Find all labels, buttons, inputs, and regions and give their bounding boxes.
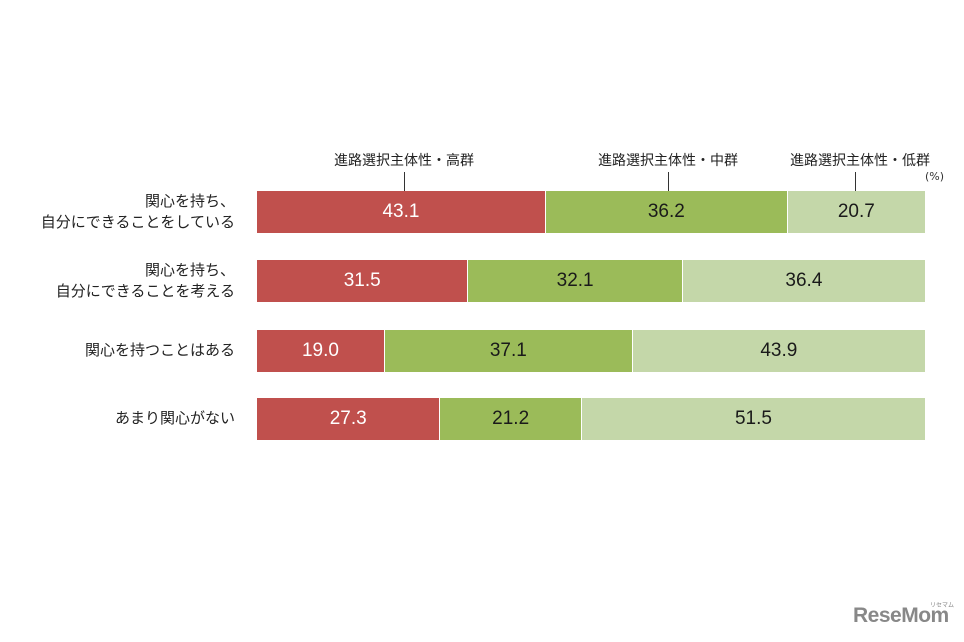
bar-row-3: 19.0 37.1 43.9 — [257, 330, 925, 372]
legend-low-leader — [855, 172, 856, 191]
row-label-3-line1: 関心を持つことはある — [84, 341, 235, 359]
segment-low: 36.4 — [681, 260, 925, 302]
legend-high-leader — [404, 172, 405, 191]
row-label-4: あまり関心がない — [115, 408, 235, 429]
legend-mid: 進路選択主体性・中群 — [598, 153, 738, 169]
row-label-1: 関心を持ち、 自分にできることをしている — [41, 191, 235, 233]
row-label-2: 関心を持ち、 自分にできることを考える — [56, 260, 235, 302]
bar-row-4: 27.3 21.2 51.5 — [257, 398, 925, 440]
watermark-logo: ReseMom — [853, 604, 949, 627]
segment-low: 20.7 — [786, 191, 925, 233]
row-label-1-line1: 関心を持ち、 — [144, 192, 235, 210]
legend-high: 進路選択主体性・高群 — [334, 153, 474, 169]
segment-low: 43.9 — [631, 330, 925, 372]
segment-low: 51.5 — [580, 398, 925, 440]
row-label-4-line1: あまり関心がない — [114, 409, 235, 427]
segment-mid: 36.2 — [544, 191, 787, 233]
row-label-2-line2: 自分にできることを考える — [55, 282, 235, 300]
row-label-3: 関心を持つことはある — [85, 340, 235, 361]
row-label-1-line2: 自分にできることをしている — [40, 213, 235, 231]
segment-mid: 21.2 — [439, 398, 581, 440]
bar-row-2: 31.5 32.1 36.4 — [257, 260, 925, 302]
watermark-sub: リセマム — [930, 602, 955, 609]
segment-high: 27.3 — [257, 398, 440, 440]
segment-high: 19.0 — [257, 330, 384, 372]
bar-row-1: 43.1 36.2 20.7 — [257, 191, 925, 233]
unit-label: (%) — [925, 170, 945, 183]
segment-mid: 37.1 — [383, 330, 632, 372]
segment-high: 43.1 — [257, 191, 545, 233]
segment-mid: 32.1 — [467, 260, 682, 302]
segment-high: 31.5 — [257, 260, 468, 302]
legend-low: 進路選択主体性・低群 — [790, 153, 930, 169]
legend-mid-leader — [668, 172, 669, 191]
row-label-2-line1: 関心を持ち、 — [144, 261, 235, 279]
